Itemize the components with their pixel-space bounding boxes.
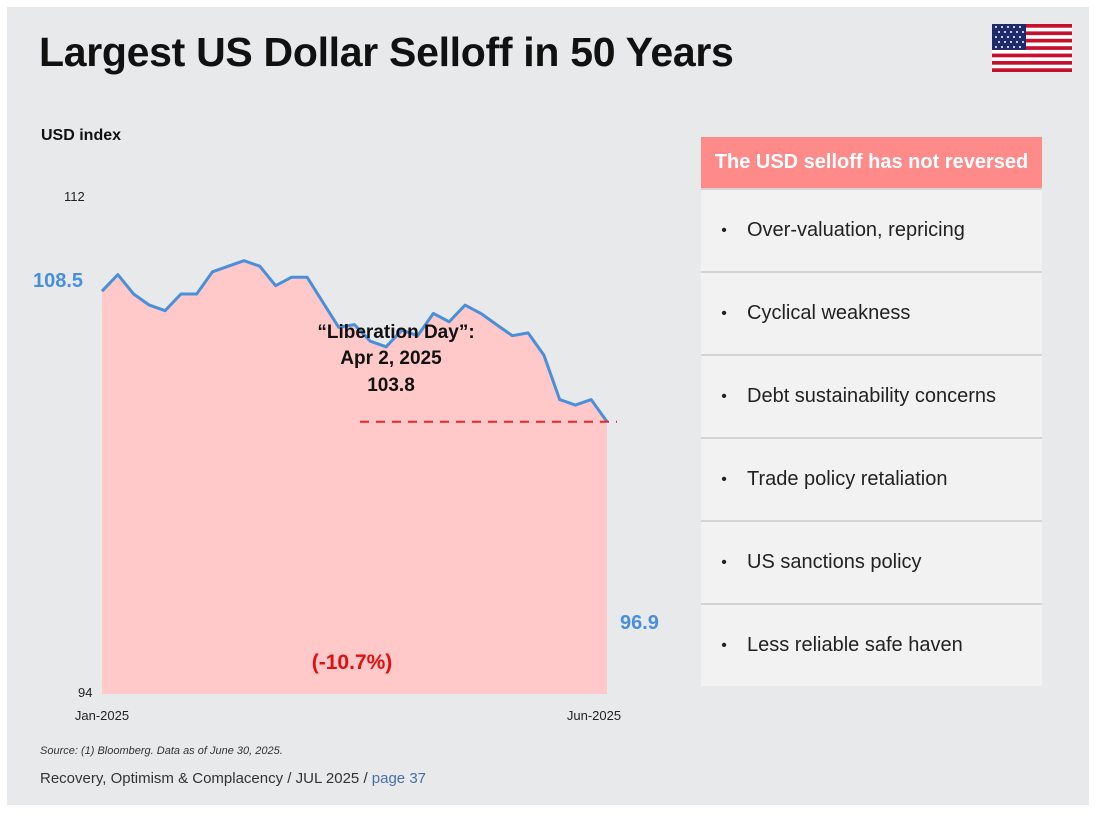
bullet-icon: • [721,304,727,322]
source-note: Source: (1) Bloomberg. Data as of June 3… [40,745,283,757]
end-value-label: 96.9 [620,612,659,634]
us-flag-icon [992,24,1072,72]
panel-item-label: Trade policy retaliation [747,468,948,490]
series-line [100,259,609,423]
annotation-line-1: “Liberation Day”: [317,322,474,343]
panel-item-label: Over-valuation, repricing [747,219,965,241]
panel-item-overvaluation: • Over-valuation, repricing [701,188,1042,271]
y-tick-bottom: 94 [78,685,92,700]
usd-index-chart: USD index 112 94 Jan-2025 Jun-2025 108.5… [33,127,659,723]
plot-area [100,259,617,694]
panel-header: The USD selloff has not reversed [701,137,1042,188]
y-tick-top: 112 [64,189,85,204]
change-label: (-10.7%) [312,651,393,674]
bullet-icon: • [721,470,727,488]
reasons-panel: The USD selloff has not reversed • Over-… [701,137,1042,695]
page-number-link[interactable]: page 37 [371,770,427,787]
footer-text: Recovery, Optimism & Complacency / JUL 2… [40,770,372,787]
bullet-icon: • [721,636,727,654]
page-title: Largest US Dollar Selloff in 50 Years [39,29,734,75]
bullet-icon: • [721,221,727,239]
slide: Largest US Dollar Selloff in 50 Years US… [7,7,1089,805]
start-value-label: 108.5 [33,270,83,292]
panel-item-trade: • Trade policy retaliation [701,437,1042,520]
panel-item-label: Cyclical weakness [747,302,911,324]
panel-item-sanctions: • US sanctions policy [701,520,1042,603]
x-tick-end: Jun-2025 [567,708,621,723]
bullet-icon: • [721,553,727,571]
y-axis-label: USD index [41,127,121,144]
panel-item-label: US sanctions policy [747,551,922,573]
annotation-line-3: 103.8 [367,375,415,396]
panel-item-cyclical: • Cyclical weakness [701,271,1042,354]
annotation-line-2: Apr 2, 2025 [340,348,442,369]
bullet-icon: • [721,387,727,405]
footer: Recovery, Optimism & Complacency / JUL 2… [40,770,426,787]
series-area-fill [102,260,607,694]
panel-item-safe-haven: • Less reliable safe haven [701,603,1042,686]
x-tick-start: Jan-2025 [75,708,129,723]
panel-item-label: Less reliable safe haven [747,634,963,656]
panel-item-label: Debt sustainability concerns [747,385,997,407]
panel-item-debt: • Debt sustainability concerns [701,354,1042,437]
